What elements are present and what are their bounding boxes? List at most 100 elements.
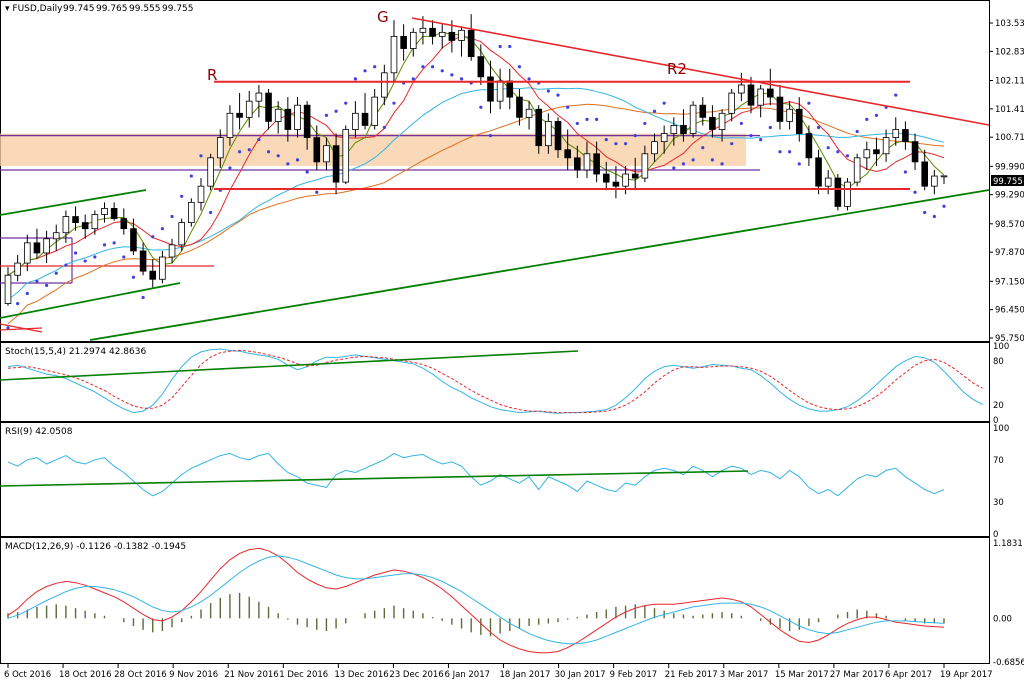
price-tick-label: 97.150: [995, 277, 1024, 287]
candle: [680, 109, 687, 142]
candle-body: [81, 222, 89, 230]
candle-body: [438, 31, 446, 37]
candle: [91, 210, 99, 235]
candle: [593, 141, 600, 183]
candle-body: [294, 104, 301, 130]
sar-dot: [739, 121, 743, 126]
sar-dot: [623, 142, 628, 146]
candle-body: [91, 214, 99, 230]
candle-body: [159, 256, 166, 280]
rsi-line: [7, 452, 945, 497]
sar-dot: [247, 148, 251, 152]
sar-dot: [459, 77, 464, 81]
sar-dot: [73, 251, 78, 255]
date-tick-label: 1 Dec 2016: [279, 670, 328, 680]
macd-panel: [0, 537, 990, 664]
candle: [294, 97, 301, 138]
candle-body: [863, 149, 871, 159]
candle-body: [303, 104, 311, 138]
stoch-signal-line: [7, 349, 983, 414]
candle-body: [853, 157, 861, 183]
candle-body: [178, 222, 185, 246]
candle-body: [487, 76, 494, 102]
candle: [467, 14, 475, 61]
candle: [873, 137, 880, 166]
sar-dot: [585, 117, 589, 121]
candle: [747, 76, 755, 114]
sar-dot: [25, 291, 29, 296]
candle: [545, 113, 552, 154]
candle-body: [641, 153, 649, 179]
level-line: [0, 327, 43, 331]
candle-body: [496, 80, 504, 102]
date-tick-label: 9 Feb 2017: [610, 670, 658, 680]
sar-dot: [411, 77, 415, 81]
date-tick-label: 6 Oct 2016: [4, 670, 51, 680]
rsi-trendline: [0, 470, 749, 487]
sar-dot: [421, 65, 425, 69]
sar-dot: [286, 162, 290, 166]
candle: [631, 157, 639, 191]
candle-body: [554, 120, 562, 151]
sar-dot: [180, 194, 184, 198]
sar-dot: [54, 271, 58, 275]
candle: [815, 149, 822, 195]
candle: [33, 228, 41, 260]
sar-dot: [160, 227, 164, 231]
candle-body: [680, 125, 687, 134]
candle: [4, 267, 12, 306]
candle-body: [390, 35, 398, 74]
candle: [670, 117, 678, 146]
candle-body: [130, 228, 137, 252]
ma-long-line: [7, 87, 945, 300]
candle-body: [583, 153, 591, 171]
candle-body: [342, 129, 350, 183]
sar-dot: [836, 150, 840, 154]
candle-body: [371, 96, 378, 126]
candle: [197, 178, 205, 211]
candle: [844, 178, 851, 211]
date-tick-label: 21 Feb 2017: [665, 670, 718, 680]
sar-dot: [614, 142, 618, 146]
candle: [255, 84, 263, 118]
candle-body: [110, 208, 118, 219]
sar-dot: [334, 109, 338, 113]
candle: [921, 149, 928, 191]
candle-body: [120, 218, 128, 230]
sar-dot: [942, 204, 946, 208]
rsi-label: RSI(9) 42.0508: [5, 427, 73, 437]
candle-body: [747, 84, 755, 106]
candle: [458, 26, 465, 57]
symbol-label: ▾ FUSD,Daily: [5, 4, 63, 14]
candle-body: [332, 145, 340, 183]
date-tick-label: 15 Mar 2017: [775, 670, 829, 680]
sar-dot: [209, 210, 213, 215]
candle: [168, 238, 176, 264]
candle: [824, 169, 832, 195]
sar-dot: [788, 150, 792, 154]
descending-trendline: [411, 17, 990, 126]
sar-dot: [112, 241, 116, 245]
candle-body: [564, 149, 571, 159]
candle: [81, 214, 89, 239]
price-tick-label: 95.750: [995, 334, 1024, 344]
date-tick-label: 23 Dec 2016: [389, 670, 443, 680]
date-tick-label: 3 Mar 2017: [720, 670, 768, 680]
candle-body: [313, 137, 321, 163]
candle: [709, 105, 716, 138]
channel-line: [0, 189, 147, 216]
candle: [516, 89, 523, 126]
candle: [361, 93, 369, 130]
sar-dot: [353, 77, 357, 81]
candle-body: [535, 108, 543, 147]
ohlc-low: 99.555: [129, 4, 161, 14]
sar-dot: [498, 44, 502, 49]
candle-body: [738, 84, 745, 94]
candle-body: [844, 181, 851, 207]
candle: [574, 145, 581, 179]
candle-body: [274, 108, 282, 122]
sar-dot: [141, 295, 145, 300]
candle: [130, 218, 137, 255]
candle: [390, 20, 398, 81]
